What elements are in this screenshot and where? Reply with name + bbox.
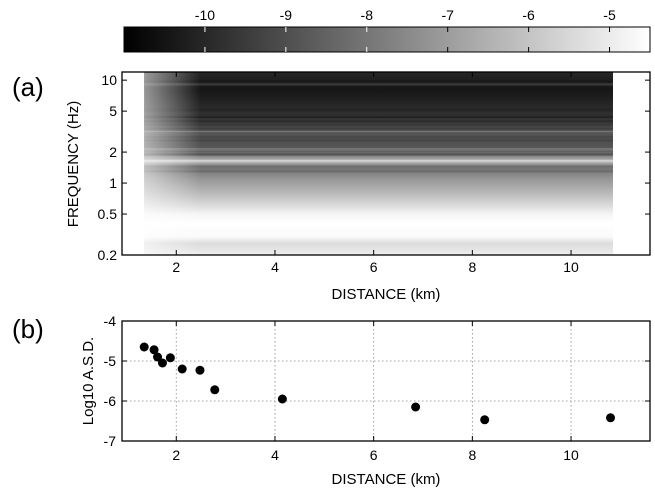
y-tick-label: 0.5	[98, 206, 118, 222]
data-point	[411, 402, 421, 412]
x-tick-label: 10	[563, 259, 579, 275]
panel-a: (a) 2 4 6 8 10 0.2 0.5 1 2 5 10 DISTANCE (km) FRE…	[12, 71, 651, 303]
panel-b-points	[139, 342, 616, 425]
panel-b-x-label: DISTANCE (km)	[332, 471, 441, 488]
data-point	[480, 415, 490, 425]
panel-b-y-ticks: -4 -5 -6 -7	[104, 313, 650, 449]
x-tick-label: 4	[271, 447, 279, 463]
x-tick-label: 8	[468, 259, 476, 275]
colorbar-tick-label: -10	[195, 7, 215, 23]
colorbar-tick-label: -7	[441, 7, 454, 23]
y-tick-label: -5	[104, 353, 117, 369]
data-point	[165, 353, 175, 363]
x-tick-label: 4	[271, 259, 279, 275]
data-point	[277, 394, 287, 404]
panel-b-y-label: Log10 A.S.D.	[80, 337, 97, 425]
colorbar-tick-label: -6	[522, 7, 535, 23]
panel-b-frame	[121, 320, 651, 442]
panel-a-x-label: DISTANCE (km)	[332, 286, 441, 303]
panel-a-frame	[121, 71, 651, 256]
x-tick-label: 6	[370, 259, 378, 275]
panel-a-y-label: FREQUENCY (Hz)	[65, 101, 82, 227]
x-tick-label: 6	[370, 447, 378, 463]
y-tick-label: 1	[109, 175, 117, 191]
panel-a-y-ticks: 0.2 0.5 1 2 5 10	[98, 72, 650, 263]
y-tick-label: -4	[104, 313, 117, 329]
colorbar-tick-label: -9	[280, 7, 293, 23]
colorbar-tick-label: -5	[603, 7, 616, 23]
data-point	[210, 385, 220, 395]
y-tick-label: -7	[104, 433, 117, 449]
colorbar-tick-label: -8	[361, 7, 374, 23]
panel-a-label: (a)	[12, 72, 44, 102]
data-point	[153, 352, 163, 362]
x-tick-label: 2	[172, 259, 180, 275]
colorbar-ticks: -10 -9 -8 -7 -6 -5	[195, 7, 616, 52]
x-tick-label: 10	[563, 447, 579, 463]
data-point	[157, 358, 167, 368]
panel-b: (b) 2 4 6 8 10 -4 -5 -6 -7 DISTANCE (km) Log10 …	[12, 313, 651, 488]
panel-b-x-ticks: 2 4 6 8 10	[172, 321, 579, 463]
data-point	[149, 345, 159, 355]
data-point	[195, 365, 205, 375]
panel-a-x-ticks: 2 4 6 8 10	[172, 72, 579, 275]
y-tick-label: -6	[104, 393, 117, 409]
heatmap-area	[122, 72, 650, 255]
y-tick-label: 5	[109, 103, 117, 119]
x-tick-label: 8	[468, 447, 476, 463]
data-point	[606, 413, 616, 423]
data-point	[177, 364, 187, 374]
colorbar: -10 -9 -8 -7 -6 -5	[123, 7, 651, 53]
x-tick-label: 2	[172, 447, 180, 463]
colorbar-gradient	[123, 26, 651, 53]
y-tick-label: 10	[101, 72, 117, 88]
y-tick-label: 0.2	[98, 247, 118, 263]
panel-b-grid	[122, 320, 650, 442]
heatmap-left-fade	[144, 72, 613, 255]
data-point	[139, 342, 149, 352]
y-tick-label: 2	[109, 144, 117, 160]
panel-b-label: (b)	[12, 314, 44, 344]
